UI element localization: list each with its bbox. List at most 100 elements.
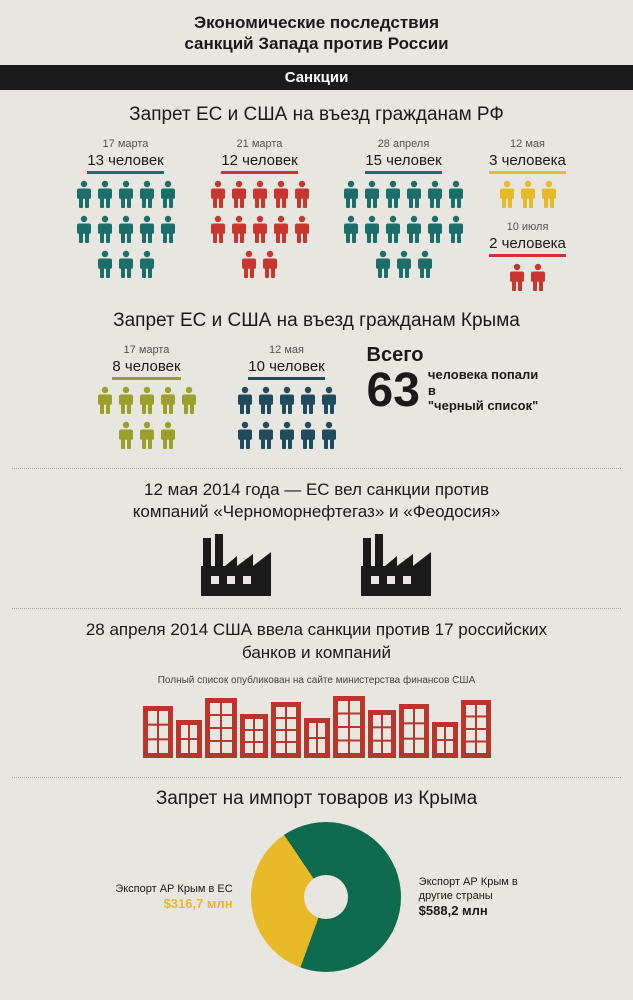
group-count: 12 человек xyxy=(221,152,297,174)
building-icon xyxy=(461,700,491,758)
people-group: 17 марта 13 человек xyxy=(66,138,186,283)
pie-chart xyxy=(251,822,401,972)
group-date: 12 мая xyxy=(269,344,304,356)
person-icon xyxy=(405,180,423,208)
person-icon xyxy=(257,386,275,414)
group-count: 15 человек xyxy=(365,152,441,174)
person-icon xyxy=(96,180,114,208)
people-icons xyxy=(508,263,547,296)
people-icons xyxy=(71,180,181,283)
people-icons xyxy=(205,180,315,283)
group-date: 17 марта xyxy=(103,138,149,150)
pie-slice-label: Экспорт АР Крым в ЕС xyxy=(115,882,232,896)
pie-slice-value: $316,7 млн xyxy=(115,896,232,913)
group-date: 17 марта xyxy=(124,344,170,356)
person-icon xyxy=(384,180,402,208)
person-icon xyxy=(405,215,423,243)
person-icon xyxy=(261,250,279,278)
person-icon xyxy=(138,180,156,208)
section-crimea-title: Запрет ЕС и США на въезд гражданам Крыма xyxy=(18,310,615,332)
person-icon xyxy=(257,421,275,449)
person-icon xyxy=(342,215,360,243)
person-icon xyxy=(117,215,135,243)
person-icon xyxy=(96,215,114,243)
building-icon xyxy=(368,710,396,758)
pie-slice-value: $588,2 млн xyxy=(419,903,518,920)
people-icons xyxy=(92,386,202,454)
person-icon xyxy=(342,180,360,208)
banner: Санкции xyxy=(0,65,633,90)
person-icon xyxy=(236,386,254,414)
rf-groups-row: 17 марта 13 человек xyxy=(18,138,615,296)
person-icon xyxy=(117,180,135,208)
people-icons xyxy=(338,180,470,283)
building-icon xyxy=(304,718,330,758)
fact-companies: 12 мая 2014 года — ЕС вел санкции против… xyxy=(18,479,615,525)
person-icon xyxy=(96,386,114,414)
rf-stack: 12 мая 3 человека 10 июля 2 человека xyxy=(488,138,568,296)
group-date: 28 апреля xyxy=(378,138,430,150)
building-icon xyxy=(205,698,237,758)
building-icon xyxy=(176,720,202,758)
group-date: 12 мая xyxy=(510,138,545,150)
pie-slice-label: Экспорт АР Крым вдругие страны xyxy=(419,875,518,904)
person-icon xyxy=(272,180,290,208)
pie-chart-wrap: Экспорт АР Крым в ЕС $316,7 млн Экспорт … xyxy=(18,822,615,972)
person-icon xyxy=(447,215,465,243)
person-icon xyxy=(117,250,135,278)
person-icon xyxy=(293,215,311,243)
person-icon xyxy=(416,250,434,278)
person-icon xyxy=(426,215,444,243)
person-icon xyxy=(529,263,547,291)
person-icon xyxy=(117,421,135,449)
person-icon xyxy=(395,250,413,278)
people-group: 12 мая 3 человека xyxy=(488,138,568,213)
person-icon xyxy=(293,180,311,208)
person-icon xyxy=(519,180,537,208)
person-icon xyxy=(426,180,444,208)
people-group: 12 мая 10 человек xyxy=(227,344,347,454)
group-date: 10 июля xyxy=(507,221,549,233)
total-block: Всего 63 человека попали в"черный список… xyxy=(367,344,547,415)
buildings-row xyxy=(18,696,615,763)
people-group: 21 марта 12 человек xyxy=(200,138,320,283)
person-icon xyxy=(230,180,248,208)
fact-banks-sub: Полный список опубликован на сайте минис… xyxy=(18,675,615,686)
person-icon xyxy=(240,250,258,278)
building-icon xyxy=(240,714,268,758)
person-icon xyxy=(363,180,381,208)
pie-label-left: Экспорт АР Крым в ЕС $316,7 млн xyxy=(115,882,232,913)
person-icon xyxy=(299,386,317,414)
person-icon xyxy=(75,215,93,243)
person-icon xyxy=(138,421,156,449)
building-icon xyxy=(271,702,301,758)
people-icons xyxy=(232,386,342,454)
import-title: Запрет на импорт товаров из Крыма xyxy=(18,788,615,810)
people-group: 28 апреля 15 человек xyxy=(334,138,474,283)
factory-icon xyxy=(357,534,437,596)
person-icon xyxy=(384,215,402,243)
people-icons xyxy=(498,180,558,213)
factory-icon xyxy=(197,534,277,596)
person-icon xyxy=(138,215,156,243)
person-icon xyxy=(508,263,526,291)
group-count: 13 человек xyxy=(87,152,163,174)
people-group: 17 марта 8 человек xyxy=(87,344,207,454)
person-icon xyxy=(320,421,338,449)
person-icon xyxy=(138,250,156,278)
person-icon xyxy=(96,250,114,278)
total-number: 63 xyxy=(367,367,420,415)
section-rf-title: Запрет ЕС и США на въезд гражданам РФ xyxy=(18,104,615,126)
person-icon xyxy=(278,421,296,449)
group-count: 2 человека xyxy=(489,235,566,257)
group-date: 21 марта xyxy=(237,138,283,150)
person-icon xyxy=(138,386,156,414)
divider xyxy=(12,608,621,609)
person-icon xyxy=(230,215,248,243)
group-count: 8 человек xyxy=(112,358,180,380)
person-icon xyxy=(363,215,381,243)
person-icon xyxy=(236,421,254,449)
person-icon xyxy=(159,421,177,449)
group-count: 10 человек xyxy=(248,358,324,380)
person-icon xyxy=(540,180,558,208)
